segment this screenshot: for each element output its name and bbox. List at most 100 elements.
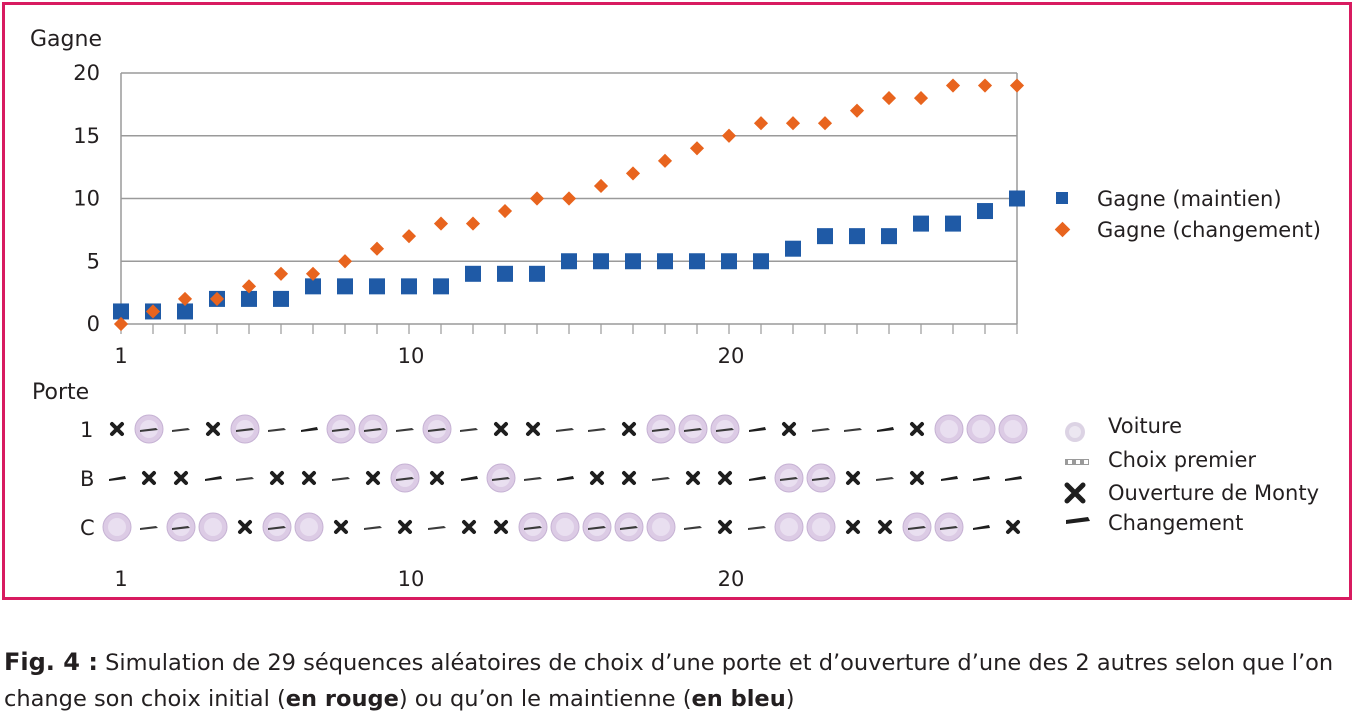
door-symbol-switch [941,476,958,481]
door-row-label: C [80,516,95,540]
door-symbol-first_choice [460,428,478,432]
point-maintien [945,215,961,232]
point-changement [1009,78,1025,93]
door-symbol-grid: Porte 1 B C 1 10 20 Voiture Choix premier Ou… [32,380,1319,591]
door-symbol-car-first_choice [678,414,708,444]
point-changement [529,191,545,206]
point-maintien [785,240,801,257]
x-tick-label: 1 [114,344,127,368]
door-symbol-car-first_choice [262,512,292,542]
door-symbol-first_choice [684,526,702,530]
door-symbol-car-first_choice [646,414,676,444]
door-symbol-monty [430,471,444,485]
figure-svg: Gagne 0 5 10 15 20 1 10 20 Gagne (maintien) Ga… [30,27,1321,591]
door-symbol-monty [718,471,732,485]
point-maintien [721,253,737,270]
point-maintien [113,303,129,320]
point-changement [657,153,673,168]
door-symbol-first_choice [812,428,830,432]
point-changement [785,116,801,131]
legend-top: Gagne (maintien) Gagne (changement) [1054,187,1321,242]
door-symbol-first_choice [364,526,382,530]
door-symbol-monty [334,520,348,534]
door-symbol-monty [910,471,924,485]
door-symbol-first_choice [556,428,574,432]
door-symbol-car [294,512,324,542]
point-changement [337,254,353,269]
door-symbol-first_choice [396,428,414,432]
door-symbol-monty [142,471,156,485]
point-changement [145,304,161,319]
door-symbol-monty [782,422,796,436]
legend-switch-icon [1066,517,1090,524]
door-x-tick-label: 10 [398,567,425,591]
x-tick-label: 20 [718,344,745,368]
point-changement [913,91,929,106]
point-changement [209,291,225,306]
y-tick-label: 0 [87,312,100,336]
caption-bold-red: en rouge [285,686,399,712]
point-changement [465,216,481,231]
door-symbol-car-first_choice [134,414,164,444]
door-axis-label: Porte [32,380,89,405]
point-maintien [881,228,897,245]
door-symbol-car [550,512,580,542]
point-maintien [913,215,929,232]
y-tick-label: 10 [73,187,100,211]
door-symbol-monty [366,471,380,485]
y-tick-label: 15 [73,124,100,148]
door-symbol-car [966,414,996,444]
door-symbol-first_choice [844,428,862,432]
door-symbol-car [934,414,964,444]
point-changement [753,116,769,131]
point-maintien [657,253,673,270]
series-maintien [113,190,1025,320]
door-symbol-first_choice [524,477,542,481]
door-symbol-car [646,512,676,542]
door-symbols [102,414,1028,542]
point-maintien [753,253,769,270]
door-symbol-monty [302,471,316,485]
door-symbol-switch [877,427,894,432]
door-x-tick-labels: 1 10 20 [114,567,744,591]
door-symbol-monty [270,471,284,485]
point-maintien [561,253,577,270]
y-tick-label: 5 [87,249,100,273]
point-maintien [529,265,545,282]
point-changement [817,116,833,131]
door-symbol-monty [622,422,636,436]
legend-maintien-label: Gagne (maintien) [1097,187,1282,211]
door-symbol-car-first_choice [358,414,388,444]
point-maintien [977,203,993,220]
door-symbol-monty [718,520,732,534]
point-changement [593,178,609,194]
point-changement [689,141,705,156]
door-symbol-switch [973,476,990,481]
door-symbol-first_choice [236,477,254,481]
y-axis-label: Gagne [30,27,102,52]
point-maintien [465,265,481,282]
door-symbol-car-first_choice [710,414,740,444]
door-row-label: 1 [80,418,93,442]
door-symbol-car-first_choice [806,463,836,493]
door-symbol-monty [590,471,604,485]
door-symbol-switch [461,476,478,481]
series-changement [113,78,1025,332]
figure-caption: Fig. 4 : Simulation de 29 séquences aléa… [4,644,1356,717]
door-symbol-car-first_choice [774,463,804,493]
door-row-label: B [80,467,94,491]
door-symbol-first_choice [652,477,670,481]
caption-text-3: ) [785,686,795,712]
caption-text-2: ) ou qu’on le maintienne ( [398,686,692,712]
door-symbol-car-first_choice [902,512,932,542]
legend-monty-label: Ouverture de Monty [1108,481,1319,505]
door-symbol-first_choice [588,428,606,432]
door-symbol-first_choice [748,526,766,530]
caption-bold-blue: en bleu [691,686,786,712]
door-symbol-first_choice [428,526,446,530]
door-symbol-car [806,512,836,542]
figure-frame [2,2,1352,600]
door-symbol-car [102,512,132,542]
point-changement [273,266,289,281]
legend-bottom: Voiture Choix premier Ouverture de Monty… [1064,414,1319,535]
